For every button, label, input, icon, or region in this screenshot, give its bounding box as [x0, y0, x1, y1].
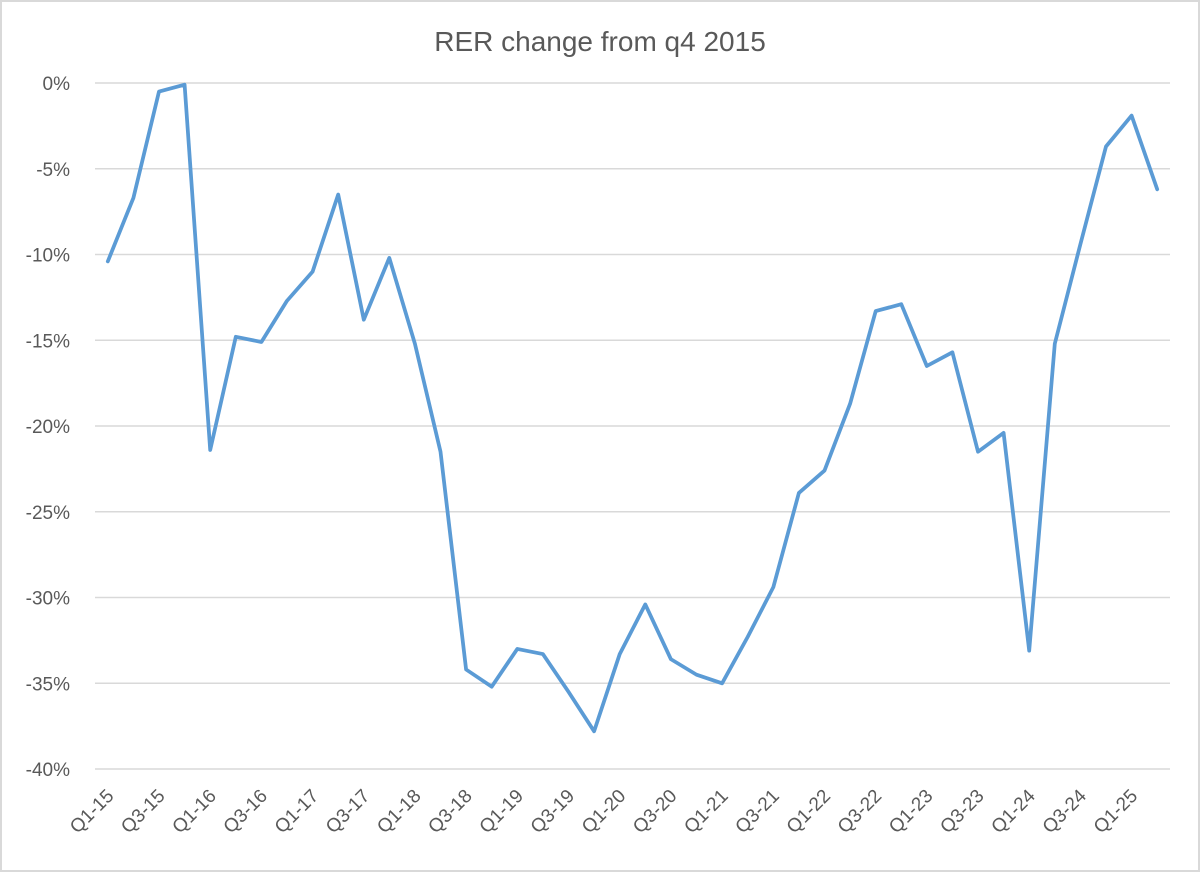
x-axis-tick-label: Q1-17 [271, 786, 323, 838]
y-axis-tick-label: -30% [26, 589, 70, 610]
series-line [105, 82, 1160, 734]
x-axis-tick-label: Q1-19 [476, 786, 528, 838]
y-axis-tick-label: -40% [26, 760, 70, 781]
x-axis-tick-label: Q3-19 [527, 786, 579, 838]
x-axis-tick-label: Q3-20 [629, 786, 681, 838]
chart-title: RER change from q4 2015 [434, 26, 766, 57]
y-axis-tick-label: 0% [43, 74, 71, 95]
y-axis-tick-label: -10% [26, 246, 70, 267]
x-axis-tick-label: Q1-23 [885, 786, 937, 838]
x-axis-tick-label: Q3-17 [322, 786, 374, 838]
y-axis-tick-label: -20% [26, 417, 70, 438]
x-axis-tick-label: Q1-22 [783, 786, 835, 838]
x-axis-tick-label: Q3-24 [1039, 785, 1091, 837]
x-axis-tick-label: Q1-21 [680, 786, 732, 838]
x-axis-tick-label: Q3-21 [732, 786, 784, 838]
x-axis-tick-label: Q3-15 [117, 786, 169, 838]
x-axis-tick-label: Q1-18 [373, 786, 425, 838]
x-axis-tick-label: Q1-24 [988, 785, 1040, 837]
x-axis-tick-label: Q1-20 [578, 786, 630, 838]
x-axis-tick-label: Q1-16 [169, 786, 221, 838]
x-axis-tick-label: Q3-18 [424, 786, 476, 838]
x-axis-tick-label: Q3-16 [220, 786, 272, 838]
y-axis-tick-label: -25% [26, 503, 70, 524]
y-axis-tick-label: -15% [26, 331, 70, 352]
x-axis-tick-label: Q3-23 [936, 786, 988, 838]
y-axis-tick-label: -5% [36, 160, 70, 181]
y-axis-tick-label: -35% [26, 674, 70, 695]
x-axis-tick-label: Q1-25 [1090, 786, 1142, 838]
x-axis-tick-label: Q1-15 [66, 786, 118, 838]
x-axis-tick-label: Q3-22 [834, 786, 886, 838]
